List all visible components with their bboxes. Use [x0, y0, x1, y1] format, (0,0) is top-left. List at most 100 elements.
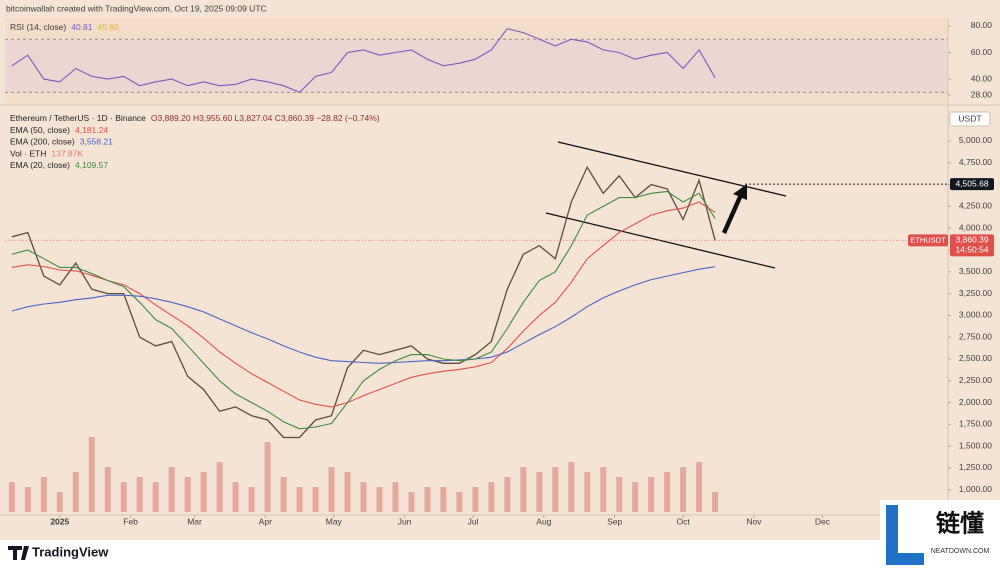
volume-bar — [216, 462, 223, 512]
y-tick-label: 1,500.00 — [959, 440, 992, 450]
symbol-label: ETHUSDT — [910, 235, 946, 244]
target-box — [950, 178, 994, 191]
y-tick-label: 4,750.00 — [959, 157, 992, 167]
volume-bar — [616, 477, 623, 512]
volume-bar — [424, 487, 431, 512]
y-tick-label: 5,000.00 — [959, 135, 992, 145]
y-tick-label: 80.00 — [971, 20, 993, 30]
volume-bar — [88, 437, 95, 512]
y-tick-label: 2,750.00 — [959, 331, 992, 341]
x-tick-label: Apr — [259, 516, 272, 526]
volume-bar — [408, 492, 415, 512]
legend-name: EMA (200, close) — [10, 137, 75, 147]
x-tick-label: Nov — [746, 516, 762, 526]
volume-bar — [456, 492, 463, 512]
legend-entry: Vol · ETH 137.87K — [10, 149, 83, 159]
x-tick-label: May — [326, 516, 343, 526]
x-tick-label: Feb — [123, 516, 138, 526]
y-tick-label: 3,250.00 — [959, 288, 992, 298]
y-tick-label: 4,000.00 — [959, 222, 992, 232]
symbol-box — [908, 234, 948, 247]
legend-value: 4,109.57 — [75, 160, 108, 170]
volume-bar — [504, 477, 511, 512]
volume-bar — [72, 472, 79, 512]
volume-bar — [152, 482, 159, 512]
y-tick-label: 1,000.00 — [959, 484, 992, 494]
volume-bar — [648, 477, 655, 512]
series-line — [11, 201, 716, 408]
x-tick-label: Oct — [677, 516, 691, 526]
legend-value: O3,889.20 H3,955.60 L3,827.04 C3,860.39 … — [151, 113, 380, 123]
volume-bar — [520, 467, 527, 512]
volume-bar — [136, 477, 143, 512]
arrow — [722, 184, 747, 234]
volume-bar — [24, 487, 31, 512]
currency: USDT — [958, 113, 981, 123]
volume-bar — [632, 482, 639, 512]
volume-bar — [376, 487, 383, 512]
tv-logo-text: TradingView — [32, 544, 109, 559]
rsi-legend-value: 45.60 — [98, 22, 120, 32]
x-tick-label: Jul — [468, 516, 479, 526]
volume-bar — [120, 482, 127, 512]
legend-entry: EMA (50, close) 4,181.24 — [10, 125, 108, 135]
x-tick-label: Sep — [607, 516, 622, 526]
volume-bar — [696, 462, 703, 512]
rsi-legend-value: 40.81 — [71, 22, 93, 32]
channel-lower — [545, 212, 776, 269]
volume-bar — [680, 467, 687, 512]
rsi-band — [5, 39, 948, 93]
volume-bar — [392, 482, 399, 512]
last-price-box — [950, 234, 994, 257]
x-tick-label: Jun — [398, 516, 412, 526]
legend-name: Ethereum / TetherUS · 1D · Binance — [10, 113, 146, 123]
y-tick-label: 60.00 — [971, 47, 993, 57]
volume-bar — [328, 467, 335, 512]
legend-name: Vol · ETH — [10, 149, 46, 159]
legend-entry: EMA (20, close) 4,109.57 — [10, 160, 108, 170]
x-tick-label: 2025 — [50, 516, 69, 526]
volume-bar — [184, 477, 191, 512]
x-tick-label: Mar — [187, 516, 202, 526]
channel-upper — [557, 141, 787, 197]
volume-bar — [8, 482, 15, 512]
volume-bar — [600, 467, 607, 512]
volume-bar — [264, 442, 271, 512]
volume-bar — [248, 487, 255, 512]
series-line — [11, 165, 716, 439]
y-tick-label: 40.00 — [971, 73, 993, 83]
legend-value: 3,558.21 — [80, 137, 113, 147]
y-tick-label: 1,750.00 — [959, 419, 992, 429]
watermark-icon — [886, 505, 924, 565]
legend-entry: Ethereum / TetherUS · 1D · Binance O3,889… — [10, 113, 380, 123]
y-tick-label: 2,250.00 — [959, 375, 992, 385]
footer — [0, 540, 1000, 572]
volume-bar — [584, 472, 591, 512]
volume-bar — [296, 487, 303, 512]
volume-bar — [40, 477, 47, 512]
volume-bar — [568, 462, 575, 512]
series-line — [11, 190, 716, 430]
volume-bar — [472, 487, 479, 512]
volume-bar — [312, 487, 319, 512]
legend-name: EMA (20, close) — [10, 160, 70, 170]
x-tick-label: Aug — [536, 516, 551, 526]
watermark-name: 链懂 — [936, 509, 984, 537]
countdown: 14:50:54 — [955, 245, 988, 255]
series-line — [11, 266, 716, 364]
rsi-legend: RSI (14, close) 40.81 45.60 — [10, 22, 119, 32]
target-label: 4,505.68 — [955, 178, 988, 188]
volume-bar — [664, 472, 671, 512]
legend-value: 4,181.24 — [75, 125, 108, 135]
volume-bar — [360, 482, 367, 512]
y-tick-label: 1,250.00 — [959, 462, 992, 472]
y-tick-label: 3,000.00 — [959, 310, 992, 320]
last-price-label: 3,860.39 — [955, 235, 988, 245]
volume-bar — [712, 492, 719, 512]
y-tick-label: 4,250.00 — [959, 201, 992, 211]
header: bitcoinwallah created with TradingView.c… — [6, 3, 267, 13]
rsi-legend-title: RSI (14, close) — [10, 22, 66, 32]
y-tick-label: 28.00 — [971, 89, 993, 99]
volume-bar — [552, 467, 559, 512]
volume-bar — [344, 472, 351, 512]
